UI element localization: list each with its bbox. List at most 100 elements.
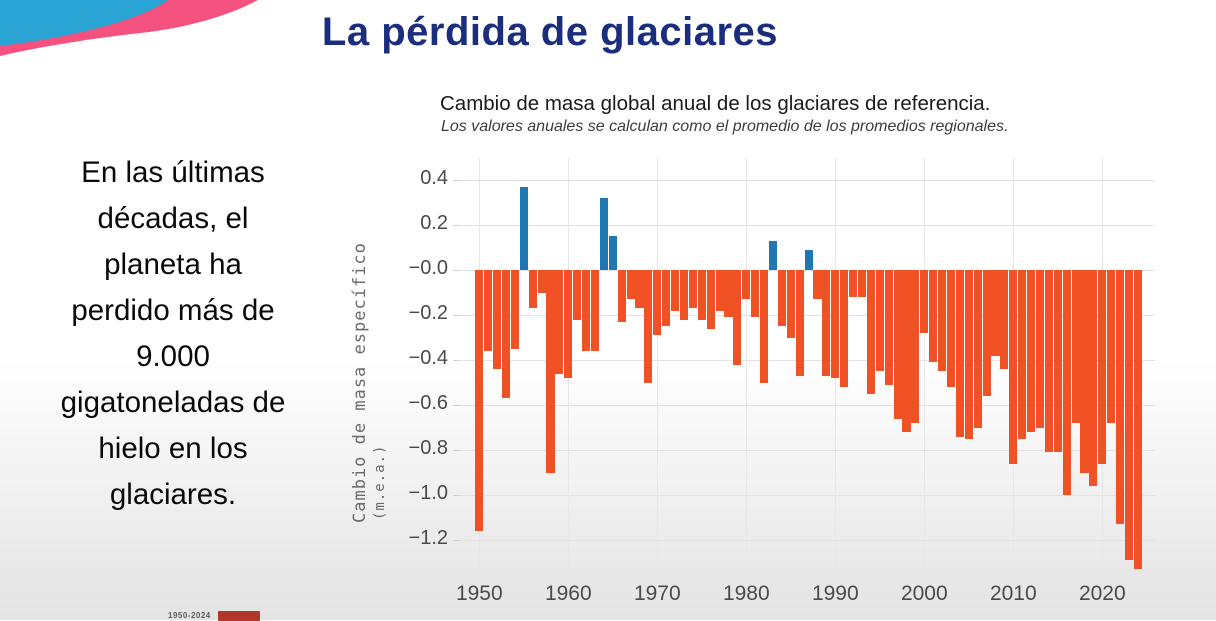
x-tick-label: 2020 (1078, 582, 1126, 605)
bar-1959 (555, 270, 564, 374)
bar-1984 (777, 270, 786, 327)
bar-1982 (760, 270, 769, 383)
bar-1990 (831, 270, 840, 378)
y-tick-mark (453, 495, 460, 496)
y-tick-label: −0.0 (408, 257, 448, 279)
horizontal-gridline (460, 360, 1155, 361)
x-tick-label: 1960 (544, 582, 592, 605)
bar-1988 (813, 270, 822, 300)
horizontal-gridline (460, 270, 1155, 271)
bar-1953 (501, 270, 511, 399)
bar-1986 (795, 270, 804, 376)
bar-2010 (1009, 270, 1018, 464)
bar-1950 (475, 270, 484, 531)
bar-1994 (866, 270, 875, 394)
bar-1956 (528, 270, 537, 309)
x-tick-label: 1970 (633, 582, 681, 605)
horizontal-gridline (460, 450, 1155, 451)
vertical-gridline (746, 158, 748, 574)
y-tick-mark (453, 315, 460, 316)
bar-1968 (635, 270, 644, 309)
bar-2016 (1062, 270, 1071, 495)
bar-1964 (599, 198, 608, 270)
y-tick-mark (453, 360, 460, 361)
bar-2021 (1107, 270, 1116, 423)
slide-title: La pérdida de glaciares (321, 10, 779, 54)
bar-2015 (1053, 270, 1062, 453)
y-tick-label: −0.2 (408, 302, 448, 324)
bar-1989 (822, 270, 831, 376)
y-tick-mark (453, 405, 460, 406)
bar-1995 (875, 270, 884, 372)
bar-2005 (964, 270, 973, 439)
bar-1974 (688, 270, 697, 309)
bar-1961 (573, 270, 582, 320)
y-tick-label: −0.6 (408, 392, 448, 414)
bar-1965 (608, 236, 617, 270)
bar-1951 (484, 270, 493, 351)
bar-2014 (1044, 270, 1053, 453)
x-tick-label: 2000 (900, 582, 948, 605)
y-tick-label: −0.8 (408, 437, 448, 459)
bar-1966 (617, 270, 626, 322)
bar-1980 (742, 270, 751, 300)
x-tick-label: 1990 (811, 582, 859, 605)
bar-2003 (946, 270, 956, 387)
y-tick-mark (453, 540, 460, 541)
bar-1977 (715, 270, 724, 311)
bar-1970 (653, 270, 662, 336)
y-tick-label: 0.4 (420, 167, 448, 189)
bar-1973 (679, 270, 689, 320)
bar-1998 (902, 270, 911, 432)
bar-2019 (1089, 270, 1098, 486)
vertical-gridline (924, 158, 926, 574)
y-tick-mark (453, 450, 460, 451)
y-tick-mark (453, 225, 460, 226)
bar-1963 (590, 270, 600, 351)
bar-2000 (920, 270, 929, 333)
y-tick-label: −1.2 (408, 527, 448, 549)
x-tick-label: 1950 (455, 582, 503, 605)
bar-1997 (893, 270, 902, 419)
bar-1987 (804, 249, 813, 270)
bar-1976 (706, 270, 715, 329)
chart-title: Cambio de masa global anual de los glaci… (440, 92, 991, 115)
bar-1960 (564, 270, 573, 378)
bar-2022 (1116, 270, 1125, 525)
horizontal-gridline (460, 495, 1155, 496)
bar-2013 (1035, 270, 1045, 428)
y-tick-label: 0.2 (420, 212, 448, 234)
bar-2001 (929, 270, 938, 363)
horizontal-gridline (460, 180, 1155, 181)
bar-1993 (857, 270, 867, 297)
footer-red-logo-mark (218, 611, 260, 621)
bar-1969 (644, 270, 653, 383)
bar-2017 (1071, 270, 1080, 423)
horizontal-gridline (460, 405, 1155, 406)
bar-1978 (724, 270, 733, 318)
bar-2008 (991, 270, 1000, 356)
footer-year-range: 1950-2024 (168, 611, 211, 620)
bar-1971 (662, 270, 671, 327)
bar-2012 (1027, 270, 1036, 432)
corner-wave-decoration (0, 0, 258, 56)
blue-wave-shape (0, 0, 168, 46)
bar-2004 (955, 270, 964, 437)
bar-2011 (1018, 270, 1027, 439)
bar-2002 (938, 270, 947, 372)
y-tick-label: −0.4 (408, 347, 448, 369)
x-tick-label: 1980 (722, 582, 770, 605)
horizontal-gridline (460, 315, 1155, 316)
bar-chart-plot-area: 0.4 0.2 −0.0 −0.2 −0.4 −0.6 −0.8 −1.0 −1.2 1950 19… (409, 158, 1155, 605)
bar-1972 (671, 270, 680, 311)
bar-1952 (493, 270, 502, 369)
x-tick-label: 2010 (989, 582, 1037, 605)
bar-1958 (546, 270, 555, 473)
bar-1991 (840, 270, 849, 387)
bar-1981 (751, 270, 760, 318)
bar-1957 (537, 270, 546, 293)
bar-1962 (582, 270, 591, 351)
bar-1992 (849, 270, 858, 297)
bar-2023 (1124, 270, 1134, 561)
